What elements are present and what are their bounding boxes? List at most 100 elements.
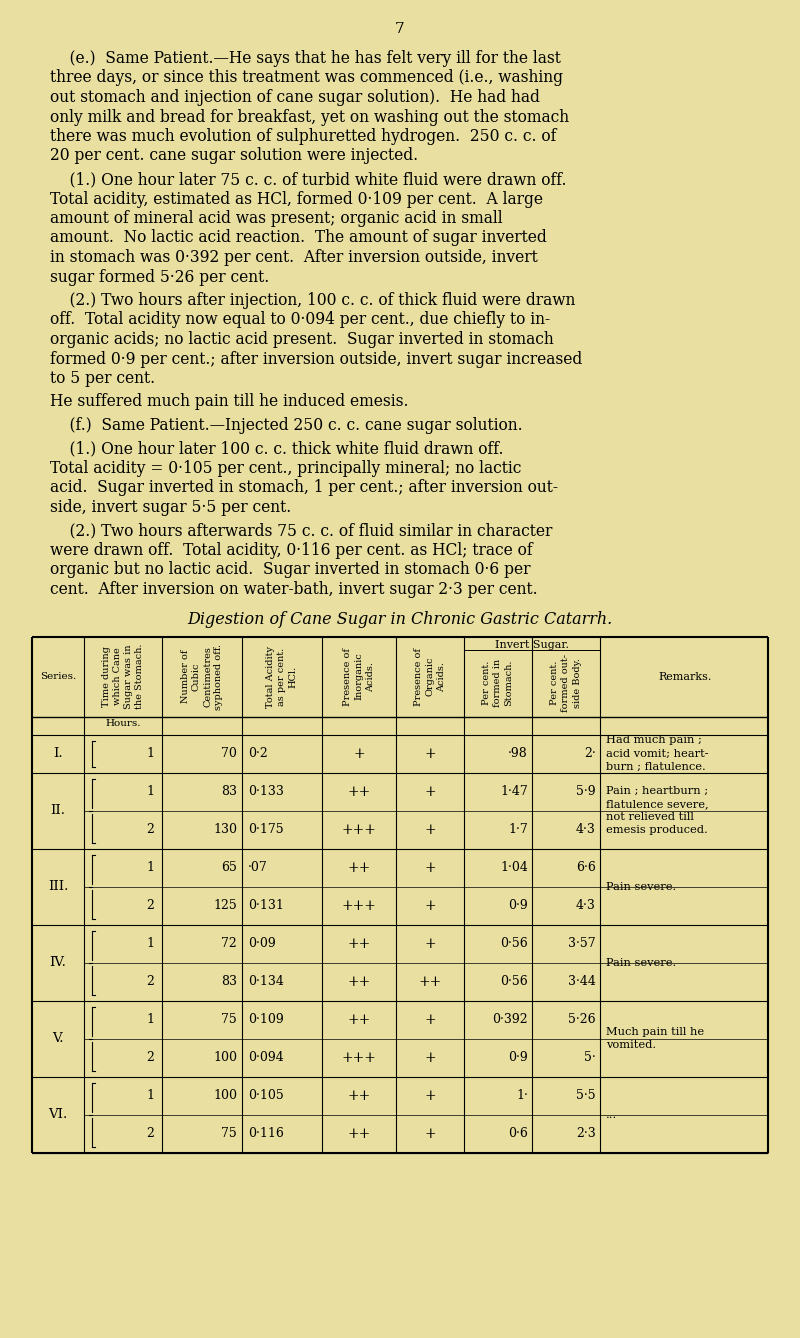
Text: 5·: 5· [584, 1052, 596, 1064]
Text: +++: +++ [342, 823, 377, 836]
Text: +: + [424, 899, 436, 913]
Text: +: + [424, 747, 436, 760]
Text: +: + [424, 1089, 436, 1103]
Text: were drawn off.  Total acidity, 0·116 per cent. as HCl; trace of: were drawn off. Total acidity, 0·116 per… [50, 542, 533, 559]
Text: 1: 1 [146, 937, 154, 950]
Text: Invert Sugar.: Invert Sugar. [495, 641, 569, 650]
Text: 3·44: 3·44 [568, 975, 596, 987]
Text: Pain ; heartburn ;
flatulence severe,
not relieved till
emesis produced.: Pain ; heartburn ; flatulence severe, no… [606, 785, 709, 835]
Text: out stomach and injection of cane sugar solution).  He had had: out stomach and injection of cane sugar … [50, 90, 540, 106]
Text: (2.) Two hours after injection, 100 c. c. of thick fluid were drawn: (2.) Two hours after injection, 100 c. c… [50, 292, 575, 309]
Text: +: + [424, 823, 436, 836]
Text: 20 per cent. cane sugar solution were injected.: 20 per cent. cane sugar solution were in… [50, 147, 418, 165]
Text: 3·57: 3·57 [568, 937, 596, 950]
Text: 1: 1 [146, 1013, 154, 1026]
Text: 0·116: 0·116 [248, 1127, 284, 1140]
Text: ·98: ·98 [508, 747, 528, 760]
Text: only milk and bread for breakfast, yet on washing out the stomach: only milk and bread for breakfast, yet o… [50, 108, 569, 126]
Text: III.: III. [48, 880, 68, 892]
Text: +: + [424, 937, 436, 950]
Text: ++: ++ [347, 937, 370, 950]
Text: (f.)  Same Patient.—Injected 250 c. c. cane sugar solution.: (f.) Same Patient.—Injected 250 c. c. ca… [50, 417, 522, 434]
Text: VI.: VI. [48, 1108, 68, 1121]
Text: 125: 125 [214, 899, 237, 913]
Text: 2: 2 [146, 1127, 154, 1140]
Text: 5·26: 5·26 [568, 1013, 596, 1026]
Text: Hours.: Hours. [106, 720, 141, 728]
Text: Remarks.: Remarks. [658, 672, 712, 681]
Text: Time during
which Cane
Sugar was in
the Stomach.: Time during which Cane Sugar was in the … [102, 644, 144, 709]
Text: Total acidity = 0·105 per cent., principally mineral; no lactic: Total acidity = 0·105 per cent., princip… [50, 460, 522, 478]
Text: 2: 2 [146, 975, 154, 987]
Text: Total Acidity
as per cent.
HCl.: Total Acidity as per cent. HCl. [266, 645, 298, 708]
Text: ++: ++ [347, 974, 370, 989]
Text: Per cent.
formed in
Stomach.: Per cent. formed in Stomach. [482, 658, 514, 706]
Text: sugar formed 5·26 per cent.: sugar formed 5·26 per cent. [50, 269, 270, 285]
Text: II.: II. [50, 804, 66, 818]
Text: cent.  After inversion on water-bath, invert sugar 2·3 per cent.: cent. After inversion on water-bath, inv… [50, 581, 538, 598]
Text: Series.: Series. [40, 672, 76, 681]
Text: 0·105: 0·105 [248, 1089, 284, 1103]
Text: +: + [424, 1050, 436, 1065]
Text: +: + [353, 747, 365, 760]
Text: 130: 130 [213, 823, 237, 836]
Text: 65: 65 [221, 860, 237, 874]
Text: He suffered much pain till he induced emesis.: He suffered much pain till he induced em… [50, 393, 409, 411]
Text: 4·3: 4·3 [576, 899, 596, 913]
Text: Total acidity, estimated as HCl, formed 0·109 per cent.  A large: Total acidity, estimated as HCl, formed … [50, 190, 543, 207]
Text: Per cent.
formed out-
side Body.: Per cent. formed out- side Body. [550, 654, 582, 712]
Text: three days, or since this treatment was commenced (i.e., washing: three days, or since this treatment was … [50, 70, 563, 87]
Text: 2·3: 2·3 [576, 1127, 596, 1140]
Text: Pain severe.: Pain severe. [606, 882, 676, 891]
Text: 0·175: 0·175 [248, 823, 284, 836]
Text: 1: 1 [146, 860, 154, 874]
Text: to 5 per cent.: to 5 per cent. [50, 371, 155, 387]
Text: 75: 75 [222, 1127, 237, 1140]
Text: Number of
Cubic
Centimetres
syphoned off.: Number of Cubic Centimetres syphoned off… [181, 644, 223, 709]
Text: 0·134: 0·134 [248, 975, 284, 987]
Text: +: + [424, 1013, 436, 1026]
Text: ++: ++ [347, 860, 370, 875]
Text: 2: 2 [146, 823, 154, 836]
Text: Had much pain ;
acid vomit; heart-
burn ; flatulence.: Had much pain ; acid vomit; heart- burn … [606, 736, 709, 772]
Text: 0·2: 0·2 [248, 747, 268, 760]
Text: (1.) One hour later 100 c. c. thick white fluid drawn off.: (1.) One hour later 100 c. c. thick whit… [50, 440, 503, 458]
Text: Digestion of Cane Sugar in Chronic Gastric Catarrh.: Digestion of Cane Sugar in Chronic Gastr… [187, 610, 613, 628]
Text: IV.: IV. [50, 955, 66, 969]
Text: 5·5: 5·5 [576, 1089, 596, 1103]
Text: formed 0·9 per cent.; after inversion outside, invert sugar increased: formed 0·9 per cent.; after inversion ou… [50, 351, 582, 368]
Text: 0·09: 0·09 [248, 937, 276, 950]
Text: +: + [424, 784, 436, 799]
Text: 0·56: 0·56 [500, 975, 528, 987]
Text: 2: 2 [146, 899, 154, 913]
Text: +++: +++ [342, 1050, 377, 1065]
Text: Much pain till he
vomited.: Much pain till he vomited. [606, 1026, 704, 1050]
Text: Presence of
Inorganic
Acids.: Presence of Inorganic Acids. [343, 648, 374, 705]
Text: 1: 1 [146, 1089, 154, 1103]
Text: 2·: 2· [584, 747, 596, 760]
Text: +++: +++ [342, 899, 377, 913]
Text: 6·6: 6·6 [576, 860, 596, 874]
Text: 1·: 1· [516, 1089, 528, 1103]
Text: (2.) Two hours afterwards 75 c. c. of fluid similar in character: (2.) Two hours afterwards 75 c. c. of fl… [50, 523, 552, 539]
Text: 7: 7 [395, 21, 405, 36]
Text: 0·9: 0·9 [508, 1052, 528, 1064]
Text: 83: 83 [221, 975, 237, 987]
Text: 0·6: 0·6 [508, 1127, 528, 1140]
Text: acid.  Sugar inverted in stomach, 1 per cent.; after inversion out-: acid. Sugar inverted in stomach, 1 per c… [50, 479, 558, 496]
Text: amount.  No lactic acid reaction.  The amount of sugar inverted: amount. No lactic acid reaction. The amo… [50, 230, 546, 246]
Text: side, invert sugar 5·5 per cent.: side, invert sugar 5·5 per cent. [50, 499, 291, 516]
Text: I.: I. [53, 747, 63, 760]
Text: 1·7: 1·7 [508, 823, 528, 836]
Text: organic acids; no lactic acid present.  Sugar inverted in stomach: organic acids; no lactic acid present. S… [50, 330, 554, 348]
Text: 72: 72 [222, 937, 237, 950]
Text: V.: V. [52, 1032, 64, 1045]
Text: amount of mineral acid was present; organic acid in small: amount of mineral acid was present; orga… [50, 210, 502, 227]
Text: 100: 100 [213, 1089, 237, 1103]
Text: ++: ++ [418, 974, 442, 989]
Text: 0·131: 0·131 [248, 899, 284, 913]
Text: 0·392: 0·392 [492, 1013, 528, 1026]
Text: 4·3: 4·3 [576, 823, 596, 836]
Text: Presence of
Organic
Acids.: Presence of Organic Acids. [414, 648, 446, 705]
Text: 1: 1 [146, 785, 154, 797]
